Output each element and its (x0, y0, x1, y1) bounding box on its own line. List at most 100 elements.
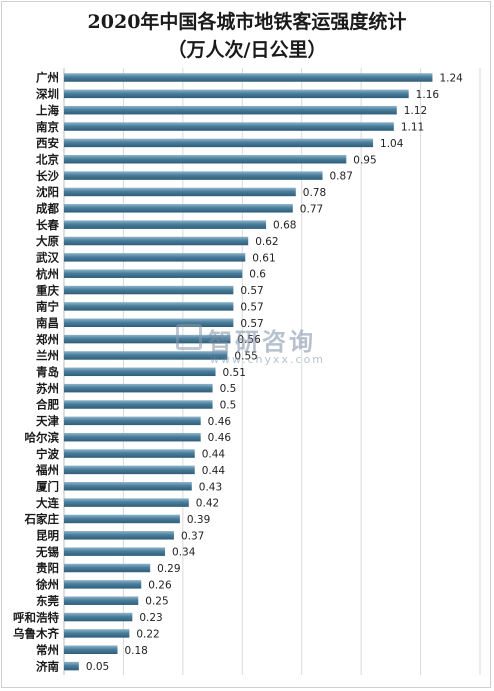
value-label: 0.46 (208, 416, 232, 428)
value-label: 0.95 (353, 154, 376, 166)
bar (64, 318, 234, 327)
category-label: 无锡 (35, 545, 59, 559)
category-label: 兰州 (36, 349, 59, 363)
bar (64, 580, 142, 589)
bar (64, 482, 192, 491)
category-label: 大原 (36, 234, 59, 248)
bar (64, 285, 234, 295)
value-label: 0.78 (303, 187, 326, 199)
value-label: 0.18 (124, 645, 147, 657)
value-label: 0.77 (300, 203, 323, 215)
bar (64, 155, 347, 164)
category-label: 北京 (36, 152, 59, 166)
bar (64, 383, 213, 393)
watermark-brand: 智研咨询 (208, 328, 316, 356)
value-label: 0.46 (208, 432, 232, 444)
category-label: 沈阳 (36, 185, 59, 199)
bar (64, 629, 130, 638)
value-label: 0.23 (139, 612, 162, 624)
bar (64, 138, 374, 148)
category-label: 杭州 (36, 267, 59, 281)
bar (64, 514, 180, 524)
category-label: 大连 (36, 496, 59, 510)
category-label: 呼和浩特 (13, 610, 59, 624)
category-label: 西安 (36, 136, 59, 150)
bar (64, 432, 201, 442)
value-label: 0.5 (220, 383, 237, 395)
category-label: 重庆 (36, 283, 59, 297)
value-label: 0.57 (240, 285, 263, 297)
value-label: 0.57 (240, 318, 263, 330)
bar (64, 531, 174, 540)
value-label: 0.29 (157, 563, 180, 575)
bar (64, 89, 409, 99)
category-label: 郑州 (36, 332, 59, 346)
bar (64, 171, 323, 180)
value-label: 1.24 (439, 73, 463, 85)
category-label: 成都 (36, 202, 59, 216)
category-label: 宁波 (36, 447, 59, 461)
bar (64, 465, 195, 475)
bar (64, 334, 231, 344)
value-label: 0.37 (181, 530, 204, 542)
category-label: 苏州 (36, 381, 59, 395)
value-label: 1.12 (404, 105, 427, 117)
value-label: 1.04 (380, 138, 404, 150)
category-label: 南京 (36, 120, 59, 134)
bar (64, 563, 151, 573)
bar (64, 105, 397, 115)
value-label: 0.57 (240, 301, 263, 313)
category-label: 常州 (36, 643, 59, 657)
watermark-url: www.chyxx.com (210, 353, 326, 366)
bar (64, 253, 246, 262)
value-label: 0.55 (234, 350, 257, 362)
bar (64, 204, 293, 213)
value-label: 0.51 (223, 367, 246, 379)
bar (64, 400, 213, 409)
category-label: 哈尔滨 (25, 430, 60, 444)
bar (64, 220, 267, 229)
value-label: 0.34 (172, 547, 196, 559)
bar (64, 596, 139, 605)
watermark: 智研咨询 www.chyxx.com (176, 322, 326, 366)
value-label: 1.11 (401, 122, 424, 134)
value-label: 0.42 (196, 498, 219, 510)
category-label: 石家庄 (24, 512, 60, 526)
bar (64, 645, 118, 654)
bar (64, 367, 216, 377)
category-label: 天津 (36, 414, 59, 428)
value-label: 0.62 (255, 236, 278, 248)
category-label: 厦门 (36, 479, 59, 493)
chart-title-line-1: 2020年中国各城市地铁客运强度统计 (87, 11, 407, 33)
category-label: 福州 (35, 463, 59, 477)
value-label: 0.43 (199, 481, 222, 493)
category-label: 东莞 (36, 594, 59, 608)
value-label: 0.6 (249, 269, 266, 281)
watermark-logo-icon (176, 324, 202, 350)
category-label: 昆明 (36, 529, 59, 543)
category-label: 长沙 (36, 169, 59, 183)
value-label: 0.56 (237, 334, 261, 346)
value-labels: 1.24 1.16 1.12 1.11 1.04 0.950.87 0.78 0.77 0.68… (86, 73, 463, 674)
value-label: 0.5 (220, 400, 237, 412)
bar (64, 612, 133, 622)
bar (64, 416, 201, 426)
value-label: 0.87 (330, 171, 353, 183)
chart-title: 2020年中国各城市地铁客运强度统计 （万人次/日公里） (0, 8, 494, 64)
value-label: 0.39 (187, 514, 210, 526)
value-label: 0.22 (136, 628, 159, 640)
bar (64, 449, 195, 458)
value-label: 0.05 (86, 661, 109, 673)
category-label: 济南 (36, 659, 59, 673)
value-label: 0.61 (252, 252, 275, 264)
category-labels: 广州深圳上海南京西安北京长沙沈阳成都长春大原武汉杭州重庆南宁南昌郑州兰州青岛苏州… (13, 71, 59, 674)
value-label: 0.44 (202, 465, 226, 477)
value-label: 0.44 (202, 449, 226, 461)
category-label: 深圳 (36, 87, 59, 101)
value-label: 1.16 (416, 89, 440, 101)
category-label: 南宁 (36, 300, 59, 314)
category-label: 长春 (36, 218, 59, 232)
bars (64, 73, 433, 671)
